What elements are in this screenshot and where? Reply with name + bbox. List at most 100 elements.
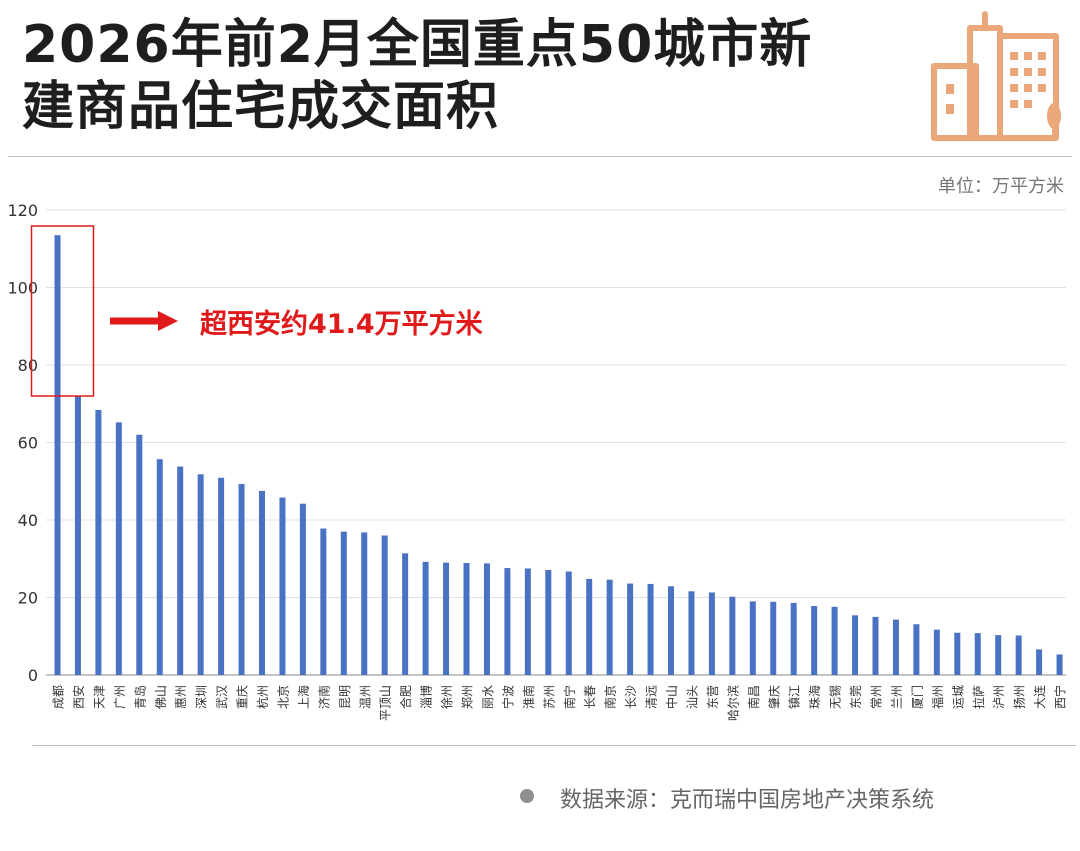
bar [95, 409, 102, 675]
bar [647, 583, 654, 675]
y-tick-label: 40 [18, 511, 38, 530]
x-tick-label: 镇江 [788, 685, 802, 709]
arrow-head-icon [158, 311, 178, 331]
x-tick-label: 东莞 [849, 685, 863, 709]
bar [974, 633, 981, 675]
bar [565, 571, 572, 675]
bar [1015, 635, 1022, 675]
bar [238, 483, 245, 675]
y-tick-label: 100 [7, 279, 38, 298]
x-tick-label: 肇庆 [766, 685, 781, 709]
source-note: 数据来源：克而瑞中国房地产决策系统 [520, 782, 934, 814]
bar [381, 535, 388, 675]
x-tick-label: 珠海 [807, 685, 822, 709]
y-tick-label: 60 [18, 434, 38, 453]
x-tick-label: 运城 [951, 685, 965, 709]
chart-title-line-1: 2026年前2月全国重点50城市新 [22, 15, 813, 75]
building-icon [931, 11, 1061, 141]
x-tick-label: 淮南 [521, 685, 536, 709]
bar [320, 528, 327, 675]
callout-text: 超西安约41.4万平方米 [200, 309, 483, 340]
bar [443, 562, 450, 675]
bar-chart: 0 20 40 60 80 100 120 成都 西安 天津 广州 青岛 佛山 惠州 深圳 武汉 重庆 杭州 北京上… [7, 201, 1067, 721]
x-tick-label: 广州 [113, 685, 127, 709]
x-tick-label: 兰州 [890, 685, 904, 709]
x-tick-label: 平顶山 [379, 685, 393, 721]
x-tick-label: 惠州 [174, 685, 188, 709]
x-tick-label: 南宁 [562, 685, 577, 709]
chart-title-line-2: 建商品住宅成交面积 [22, 77, 500, 137]
x-tick-label: 厦门 [909, 685, 924, 709]
bar [1036, 649, 1043, 675]
bar [504, 568, 511, 675]
bar [463, 563, 470, 675]
x-tick-label: 温州 [358, 685, 372, 709]
x-tick-label: 重庆 [236, 685, 250, 709]
x-tick-label: 天津 [92, 685, 106, 709]
bar [54, 235, 61, 675]
x-tick-label: 长春 [583, 685, 597, 709]
bar [177, 466, 184, 675]
x-tick-label: 拉萨 [971, 685, 986, 709]
x-tick-label: 合肥 [398, 685, 413, 709]
bar [115, 422, 122, 675]
y-tick-label: 0 [28, 666, 38, 685]
bar [136, 434, 143, 675]
bar [1056, 654, 1063, 675]
x-tick-label: 东营 [706, 685, 720, 709]
bar [749, 601, 756, 675]
x-tick-label: 上海 [296, 685, 311, 709]
bar [790, 602, 797, 675]
bar [606, 579, 613, 675]
x-tick-label: 南京 [603, 685, 618, 709]
bar [688, 591, 695, 675]
y-tick-label: 80 [18, 356, 38, 375]
x-tick-label: 徐州 [439, 685, 454, 709]
x-tick-label: 无锡 [828, 685, 843, 709]
x-tick-label: 苏州 [542, 685, 556, 709]
bar [729, 596, 736, 675]
x-tick-label: 福州 [930, 685, 945, 709]
bar [218, 477, 225, 675]
x-tick-label: 青岛 [132, 685, 147, 709]
chart-title: 2026年前2月全国重点50城市新 建商品住宅成交面积 [22, 14, 902, 138]
y-tick-label: 20 [18, 589, 38, 608]
x-tick-label: 深圳 [195, 685, 209, 709]
bar [402, 553, 409, 675]
x-tick-label: 淄博 [419, 685, 434, 709]
bar [422, 561, 429, 675]
bar [545, 569, 552, 675]
bar [340, 531, 347, 675]
x-tick-label: 清远 [645, 685, 659, 709]
x-tick-label: 成都 [52, 685, 66, 709]
top-divider [8, 156, 1072, 157]
bar [74, 395, 81, 675]
bar [524, 568, 531, 675]
bar [708, 592, 715, 675]
bar [259, 490, 265, 675]
x-tick-label: 武汉 [215, 685, 229, 709]
x-tick-label: 西安 [71, 685, 86, 709]
bar [831, 606, 838, 675]
bar [197, 474, 204, 675]
x-tick-label: 杭州 [255, 685, 270, 709]
x-tick-label: 南昌 [746, 685, 761, 709]
x-tick-label: 昆明 [338, 685, 352, 709]
x-tick-label: 长沙 [624, 685, 638, 709]
y-tick-label: 120 [7, 201, 38, 220]
x-tick-label: 哈尔滨 [725, 685, 740, 721]
bar [668, 586, 674, 675]
bar [933, 629, 940, 675]
x-tick-label: 宁波 [500, 685, 515, 709]
bar [892, 619, 899, 675]
x-tick-label: 大连 [1032, 685, 1047, 709]
x-tick-label: 常州 [870, 685, 884, 709]
x-tick-label: 佛山 [154, 685, 168, 709]
bar [872, 616, 879, 675]
x-tick-label: 北京 [276, 685, 290, 709]
bar [299, 503, 306, 675]
bar [627, 583, 634, 675]
x-tick-label: 扬州 [1012, 685, 1027, 709]
x-tick-label: 济南 [316, 685, 331, 709]
source-text: 数据来源：克而瑞中国房地产决策系统 [560, 788, 935, 813]
